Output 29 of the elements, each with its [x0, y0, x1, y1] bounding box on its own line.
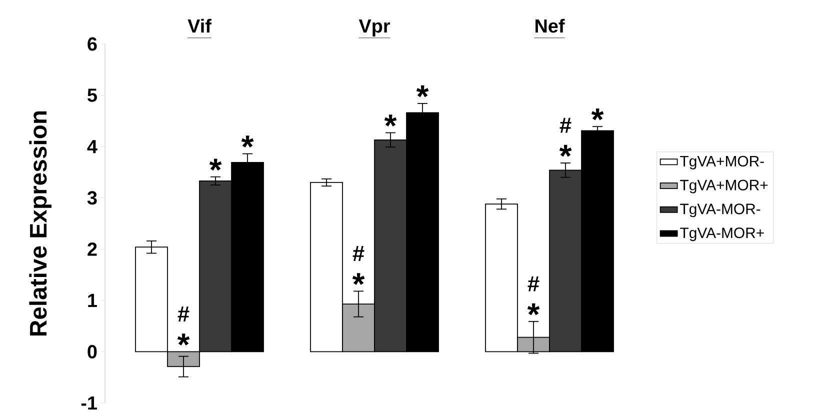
y-tick-label: 5 [88, 88, 97, 102]
annotation: * [352, 273, 365, 285]
legend-label: TgVA-MOR+ [680, 228, 764, 242]
y-tick-label: 2 [88, 242, 97, 256]
y-tick-label: 3 [87, 191, 97, 205]
y-tick-label: 6 [88, 37, 97, 51]
annotation: * [559, 144, 572, 157]
annotation: # [352, 246, 364, 261]
annotation: # [178, 306, 190, 322]
legend-label: TgVA+MOR+ [680, 180, 768, 194]
x-tick-label: Nef [536, 18, 565, 33]
annotation: # [528, 276, 540, 292]
annotation: * [177, 334, 190, 346]
y-tick-label: 0 [88, 345, 97, 358]
legend-label: TgVA+MOR- [680, 156, 764, 170]
annotation: # [560, 118, 572, 133]
y-axis-title: Relative Expression [29, 111, 52, 336]
y-tick-label: -1 [81, 396, 97, 410]
data-label: * [416, 85, 429, 98]
annotation: * [384, 114, 397, 126]
annotation: * [209, 158, 222, 171]
data-label: * [241, 136, 254, 148]
data-label: * [591, 108, 604, 120]
y-tick-label: 1 [88, 294, 97, 307]
legend-label: TgVA-MOR- [680, 204, 760, 218]
x-tick-label: Vif [188, 18, 212, 33]
x-tick-label: Vpr [358, 20, 390, 36]
y-tick-label: 4 [87, 140, 98, 154]
annotation: * [527, 303, 540, 316]
